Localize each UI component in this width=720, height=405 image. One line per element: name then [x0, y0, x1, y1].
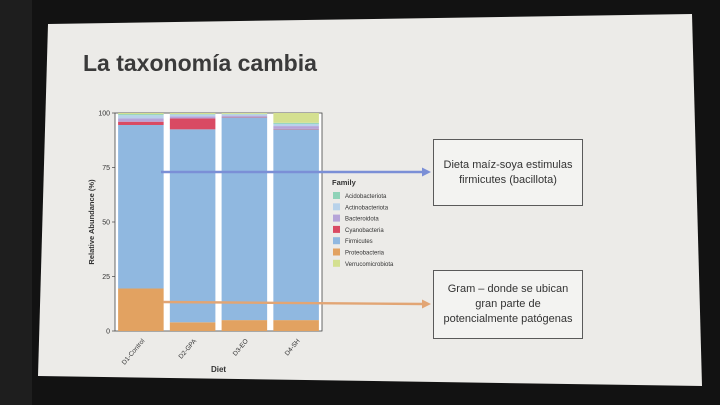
legend-swatch-firmicutes [333, 237, 340, 245]
callout-gram-negative-text: Gram – donde se ubican gran parte de pot… [443, 283, 573, 325]
y-tick-label: 100 [98, 111, 110, 118]
arrow-proteobacteria-shaft [162, 300, 424, 306]
bar-segment-verrucomicrobiota-d1-control [118, 113, 164, 115]
legend-swatch-cyanobacteria [333, 225, 340, 233]
bar-segment-actinobacteriota-d2-gpa [169, 114, 216, 117]
legend-label-proteobacteria: Proteobacteria [345, 251, 385, 257]
legend: Family Acidobacteriota Actinobacteriota Bac… [332, 178, 394, 268]
bar-segment-firmicutes-d2-gpa [169, 129, 216, 323]
bar-segment-verrucomicrobiota-d4-sh [273, 113, 319, 123]
bar-segment-acidobacteriota-d4-sh [273, 122, 319, 124]
legend-label-cyanobacteria: Cyanobacteria [345, 228, 384, 234]
bar-segment-acidobacteriota-d1-control [118, 114, 164, 116]
bar-segment-actinobacteriota-d1-control [118, 115, 164, 119]
legend-swatch-acidobacteriota [333, 192, 340, 199]
legend-swatch-verrucomicrobiota [333, 259, 340, 267]
bar-segment-bacteroidota-d1-control [118, 118, 164, 122]
legend-label-verrucomicrobiota: Verrucomicrobiota [345, 262, 394, 268]
bar-segment-proteobacteria-d4-sh [273, 320, 319, 331]
bar-segment-bacteroidota-d2-gpa [169, 116, 216, 119]
bar-segment-proteobacteria-d3-eo [221, 320, 268, 331]
arrow-proteobacteria-head [422, 299, 431, 309]
bar-segment-actinobacteriota-d3-eo [221, 114, 268, 116]
legend-swatch-actinobacteriota [333, 203, 340, 211]
bar-segment-bacteroidota-d3-eo [221, 115, 268, 117]
legend-title: Family [332, 178, 357, 187]
bar-segment-cyanobacteria-d2-gpa [169, 118, 216, 130]
arrows [161, 167, 431, 309]
bar-segment-proteobacteria-d1-control [118, 288, 164, 331]
left-wall [0, 0, 32, 405]
y-tick-label: 25 [102, 274, 110, 281]
callout-gram-negative: Gram – donde se ubican gran parte de pot… [433, 270, 583, 339]
legend-label-actinobacteriota: Actinobacteriota [345, 205, 389, 211]
bar-segment-firmicutes-d3-eo [221, 117, 268, 321]
legend-swatch-proteobacteria [333, 248, 340, 256]
legend-label-bacteroidota: Bacteroidota [345, 217, 379, 223]
bar-segment-proteobacteria-d2-gpa [169, 322, 216, 331]
bar-segment-firmicutes-d1-control [118, 124, 164, 289]
stacked-bar-chart: D1-Control D2-GPA D3-EO D4-SH0255075100Rela… [87, 111, 394, 375]
y-axis-label: Relative Abundance (%) [87, 179, 96, 265]
slide-title: La taxonomía cambia [83, 50, 317, 76]
bar-segment-bacteroidota-d4-sh [273, 126, 319, 129]
y-tick-label: 0 [106, 329, 110, 336]
legend-swatch-bacteroidota [333, 214, 340, 222]
arrow-firmicutes-head [422, 167, 431, 177]
bar-segment-actinobacteriota-d4-sh [273, 123, 319, 127]
bar-segment-verrucomicrobiota-d3-eo [221, 113, 268, 114]
legend-label-acidobacteriota: Acidobacteriota [345, 194, 387, 200]
bar-segment-verrucomicrobiota-d2-gpa [169, 113, 216, 115]
y-tick-label: 75 [102, 165, 110, 172]
x-axis-label: Diet [211, 365, 226, 374]
bar-segment-cyanobacteria-d1-control [118, 121, 164, 125]
callout-firmicutes: Dieta maíz-soya estimulas firmicutes (ba… [433, 139, 583, 206]
y-tick-label: 50 [102, 220, 110, 227]
bar-segment-firmicutes-d4-sh [273, 129, 319, 321]
legend-label-firmicutes: Firmicutes [345, 239, 373, 245]
callout-firmicutes-text: Dieta maíz-soya estimulas firmicutes (ba… [443, 158, 573, 186]
